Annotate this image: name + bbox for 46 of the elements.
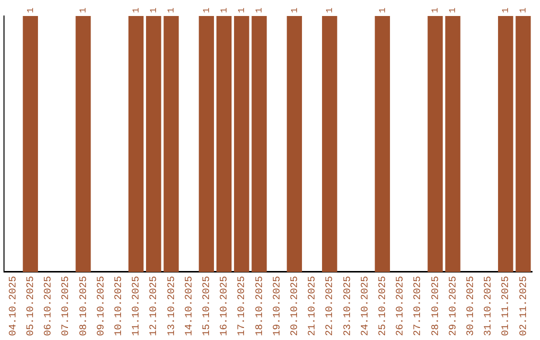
data-label: 1 <box>378 8 388 13</box>
x-tick-label: 10.10.2025 <box>114 276 126 336</box>
x-tick-label: 30.10.2025 <box>466 276 478 336</box>
x-tick-label: 02.11.2025 <box>518 276 530 336</box>
x-tick-label: 29.10.2025 <box>448 276 460 336</box>
data-label: 1 <box>236 8 247 13</box>
data-label: 1 <box>290 8 300 13</box>
data-label: 1 <box>518 8 529 13</box>
x-tick-label: 18.10.2025 <box>254 276 266 336</box>
x-tick-label: 13.10.2025 <box>166 276 178 336</box>
data-label: 1 <box>500 8 511 13</box>
x-tick-label: 11.10.2025 <box>132 276 143 336</box>
data-label: 1 <box>202 8 212 13</box>
x-tick-label: 16.10.2025 <box>220 276 231 336</box>
x-tick-label: 15.10.2025 <box>202 276 214 336</box>
x-tick-label: 22.10.2025 <box>325 276 336 336</box>
x-tick-label: 07.10.2025 <box>61 276 72 336</box>
data-label: 1 <box>148 8 159 13</box>
x-tick-label: 12.10.2025 <box>149 276 160 336</box>
data-label: 1 <box>131 8 142 13</box>
x-tick-label: 19.10.2025 <box>272 276 284 336</box>
x-tick-label: 17.10.2025 <box>237 276 248 336</box>
x-tick-label: 25.10.2025 <box>378 276 390 336</box>
x-tick-label: 01.11.2025 <box>501 276 512 336</box>
x-tick-label: 31.10.2025 <box>484 276 495 336</box>
x-tick-label: 23.10.2025 <box>342 276 354 336</box>
x-tick-label: 20.10.2025 <box>290 276 302 336</box>
x-tick-label: 06.10.2025 <box>44 276 55 336</box>
data-label: 1 <box>430 8 441 13</box>
data-label: 1 <box>78 8 89 13</box>
x-tick-label: 26.10.2025 <box>396 276 407 336</box>
x-tick-label: 09.10.2025 <box>96 276 108 336</box>
x-tick-label: 05.10.2025 <box>26 276 38 336</box>
x-tick-label: 28.10.2025 <box>430 276 442 336</box>
data-label: 1 <box>324 8 335 13</box>
data-label: 1 <box>219 8 230 13</box>
data-label: 1 <box>254 8 265 13</box>
data-label: 1 <box>166 8 177 13</box>
x-tick-label: 24.10.2025 <box>360 276 372 336</box>
x-tick-label: 21.10.2025 <box>308 276 319 336</box>
x-tick-label: 27.10.2025 <box>413 276 424 336</box>
data-label: 1 <box>26 8 36 13</box>
x-tick-label: 14.10.2025 <box>184 276 196 336</box>
x-tick-label: 04.10.2025 <box>8 276 20 336</box>
data-label: 1 <box>448 8 458 13</box>
x-tick-label: 08.10.2025 <box>78 276 90 336</box>
